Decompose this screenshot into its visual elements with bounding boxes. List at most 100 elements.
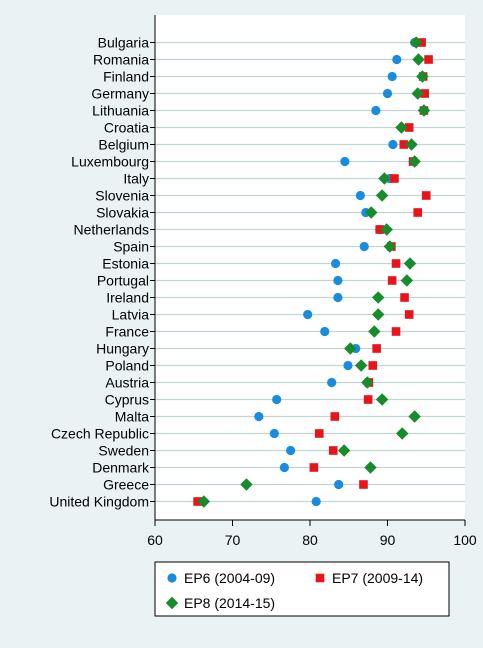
circle-data-point — [334, 479, 344, 490]
circle-data-point — [303, 309, 313, 320]
square-data-point — [390, 174, 399, 183]
category-label: Czech Republic — [51, 426, 149, 442]
circle-data-point — [269, 428, 279, 439]
diamond-data-point — [411, 87, 424, 100]
category-label: Malta — [115, 409, 149, 425]
circle-data-point — [371, 105, 381, 116]
circle-data-point — [327, 377, 337, 388]
diamond-data-point — [368, 325, 381, 338]
category-label: Belgium — [98, 137, 149, 153]
category-label: Hungary — [96, 341, 149, 357]
category-label: Slovakia — [96, 205, 149, 221]
diamond-data-point — [375, 189, 389, 202]
square-data-point — [421, 191, 431, 200]
category-label: Slovenia — [95, 188, 149, 204]
circle-data-point — [279, 462, 290, 473]
diamond-data-point — [403, 257, 417, 270]
x-tick-label: 90 — [380, 532, 396, 548]
diamond-data-point — [344, 342, 357, 355]
diamond-data-point — [408, 155, 421, 168]
diamond-data-point — [416, 70, 429, 83]
diamond-data-point — [240, 478, 253, 491]
square-data-point — [404, 123, 414, 132]
circle-data-point — [387, 71, 397, 82]
category-label: Sweden — [98, 443, 149, 459]
diamond-data-point — [417, 104, 431, 117]
circle-data-point — [388, 139, 398, 150]
category-label: Latvia — [112, 307, 150, 323]
category-label: Netherlands — [74, 222, 150, 238]
circle-data-point — [355, 190, 365, 201]
category-label: Greece — [103, 477, 149, 493]
legend: EP6 (2004-09) EP7 (2009-14) EP8 (2014-15) — [154, 561, 450, 617]
circle-data-point — [320, 326, 330, 337]
square-data-point — [375, 225, 385, 234]
category-label: Poland — [105, 358, 149, 374]
circle-data-point — [254, 411, 264, 422]
category-label: Luxembourg — [71, 154, 149, 170]
legend-label: EP6 (2004-09) — [184, 570, 275, 586]
square-data-point — [368, 361, 378, 370]
diamond-data-point — [372, 308, 385, 321]
square-data-point — [328, 446, 338, 455]
diamond-data-point — [354, 359, 368, 372]
category-labels: BulgariaRomaniaFinlandGermanyLithuaniaCr… — [49, 35, 150, 510]
legend-marker — [165, 596, 179, 610]
diamond-data-point — [365, 206, 378, 219]
square-data-point — [363, 395, 373, 404]
circle-data-point — [311, 496, 321, 507]
diamond-data-point — [364, 461, 377, 474]
square-data-point — [372, 344, 381, 353]
square-data-point — [309, 463, 319, 472]
square-data-point — [413, 208, 423, 217]
category-label: Ireland — [106, 290, 149, 306]
category-label: Cyprus — [105, 392, 149, 408]
square-data-point — [330, 412, 340, 421]
circle-data-point — [392, 54, 402, 65]
circle-data-point — [333, 292, 343, 303]
circle-data-point — [359, 241, 369, 252]
legend-box — [154, 561, 450, 617]
diamond-data-point — [383, 240, 397, 253]
diamond-data-point — [409, 36, 423, 49]
circle-data-point — [272, 394, 282, 405]
square-data-point — [404, 310, 414, 319]
category-label: Germany — [91, 86, 149, 102]
square-data-point — [315, 429, 324, 438]
category-label: United Kingdom — [49, 494, 149, 510]
category-label: Austria — [105, 375, 149, 391]
diamond-data-point — [395, 121, 408, 134]
square-data-point — [387, 276, 397, 285]
legend-label: EP8 (2014-15) — [184, 595, 275, 611]
circle-data-point — [382, 88, 393, 99]
category-label: Italy — [123, 171, 149, 187]
x-tick-label: 60 — [147, 532, 163, 548]
category-label: Finland — [103, 69, 149, 85]
plot-area — [155, 15, 465, 520]
category-label: Denmark — [92, 460, 150, 476]
category-label: Lithuania — [92, 103, 149, 119]
diamond-data-point — [197, 495, 211, 508]
circle-data-point — [286, 445, 296, 456]
data-marks — [193, 36, 433, 508]
diamond-data-point — [405, 138, 418, 151]
diamond-data-point — [412, 53, 425, 66]
circle-data-point — [343, 360, 353, 371]
circle-data-point — [330, 258, 341, 269]
diamond-data-point — [361, 376, 374, 389]
diamond-data-point — [378, 172, 391, 185]
square-data-point — [359, 480, 368, 489]
category-label: Bulgaria — [98, 35, 150, 51]
legend-items: EP6 (2004-09) EP7 (2009-14) EP8 (2014-15) — [165, 570, 423, 611]
square-data-point — [391, 259, 401, 268]
category-label: Croatia — [104, 120, 149, 136]
diamond-data-point — [396, 427, 409, 440]
diamond-data-point — [400, 274, 414, 287]
category-label: Romania — [93, 52, 149, 68]
x-axis-ticks: 60 70 80 90 100 — [147, 520, 477, 548]
square-data-point — [400, 293, 409, 302]
x-tick-label: 70 — [225, 532, 241, 548]
diamond-data-point — [375, 393, 389, 406]
circle-data-point — [333, 275, 343, 286]
